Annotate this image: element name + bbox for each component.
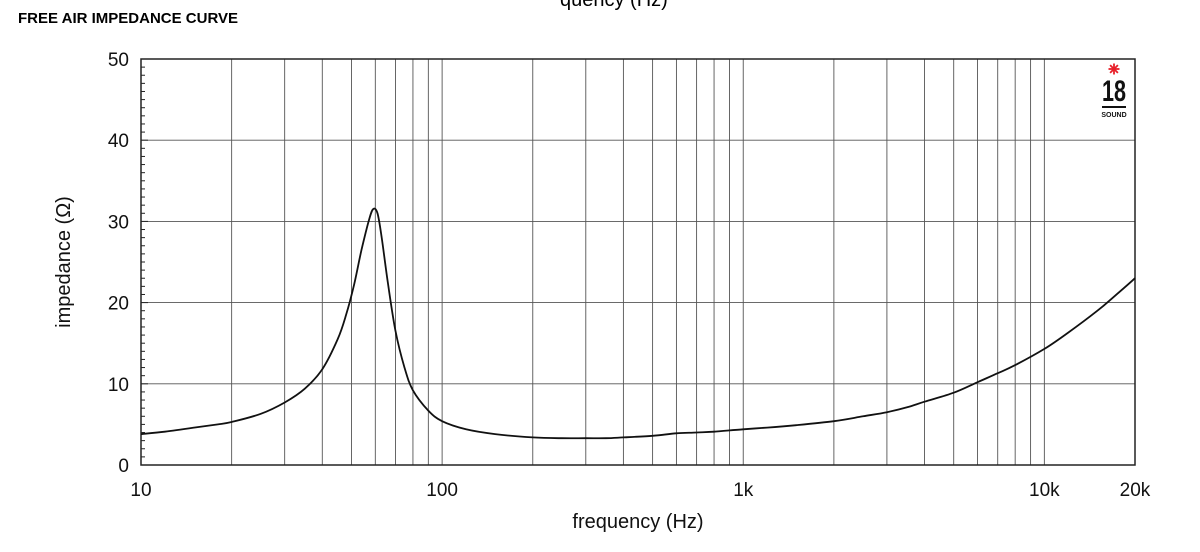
- x-axis-ticks: 10 100 1k 10k 20k: [130, 480, 1150, 501]
- chart-grid: [141, 58, 1135, 466]
- y-tick-label: 10: [108, 375, 129, 396]
- x-tick-label: 10k: [1029, 480, 1060, 501]
- logo-rule: [1102, 106, 1126, 108]
- y-tick-label: 20: [108, 294, 129, 315]
- x-tick-label: 20k: [1120, 480, 1151, 501]
- brand-logo: 18 SOUND: [1101, 63, 1127, 119]
- y-axis-ticks: 0 10 20 30 40 50: [108, 50, 129, 477]
- clipped-axis-label: quency (Hz): [560, 0, 668, 11]
- y-tick-label: 40: [108, 131, 129, 152]
- star-icon: [1108, 63, 1120, 75]
- page-title: FREE AIR IMPEDANCE CURVE: [18, 10, 239, 27]
- y-tick-label: 30: [108, 212, 129, 233]
- y-tick-label: 0: [118, 456, 129, 477]
- x-tick-label: 10: [130, 480, 151, 501]
- y-axis-label: impedance (Ω): [53, 196, 75, 328]
- plot-frame: [140, 58, 1136, 466]
- y-tick-label: 50: [108, 50, 129, 71]
- logo-number: 18: [1102, 75, 1126, 108]
- star-ray: [1109, 64, 1119, 74]
- logo-text: SOUND: [1101, 112, 1126, 119]
- x-axis-label: frequency (Hz): [572, 511, 703, 533]
- x-tick-label: 1k: [733, 480, 754, 501]
- x-tick-label: 100: [426, 480, 458, 501]
- series-line-impedance: [140, 207, 1136, 440]
